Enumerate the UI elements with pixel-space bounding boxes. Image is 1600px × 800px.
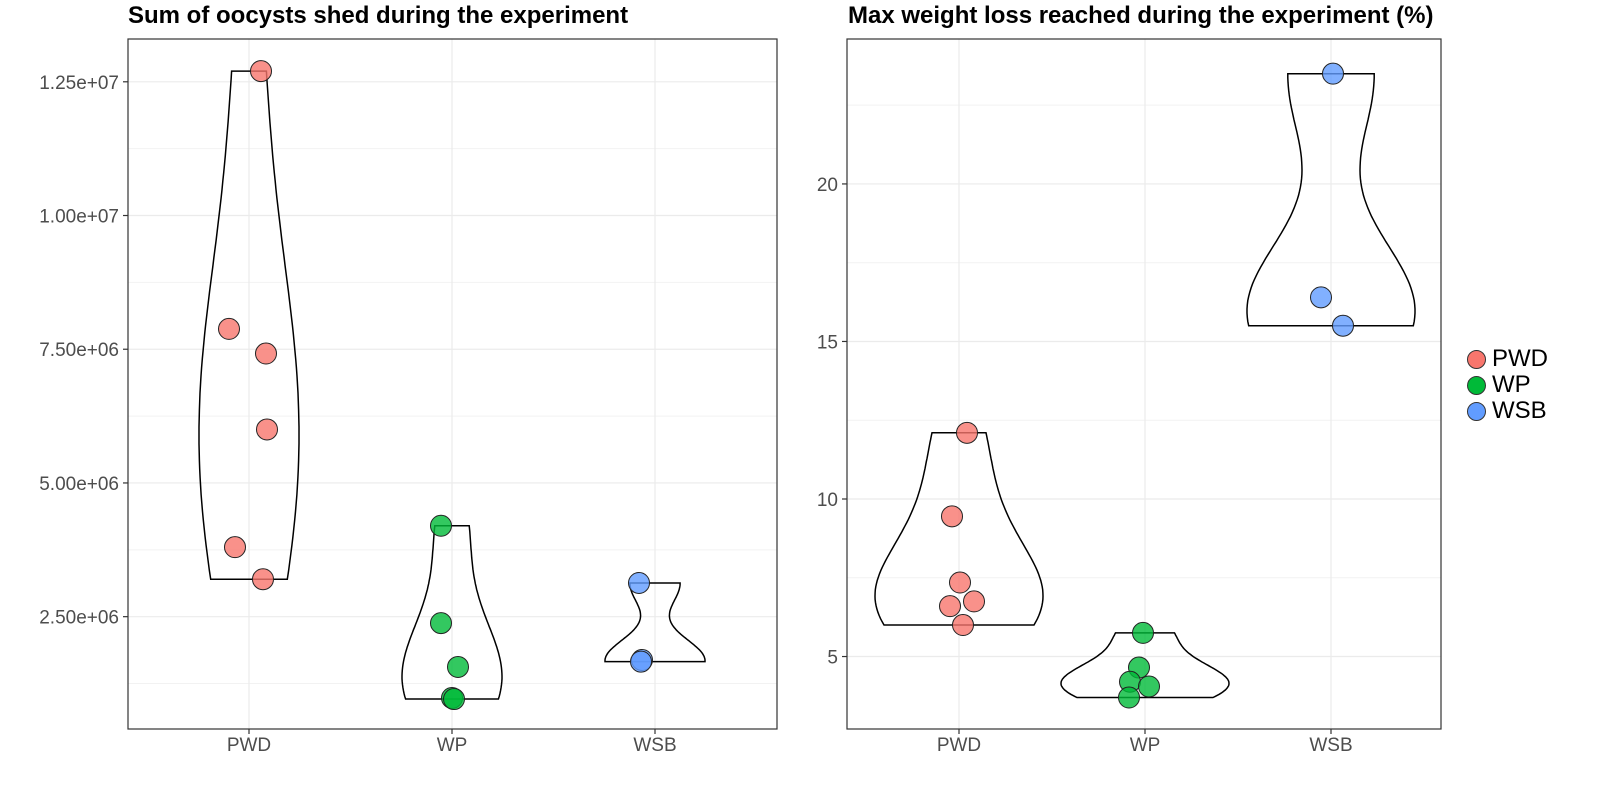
chart-title-weight-loss: Max weight loss reached during the exper…: [848, 2, 1434, 29]
data-point-wsb: [628, 571, 650, 594]
y-tick-label: 2.50e+06: [39, 608, 119, 629]
data-point-pwd: [250, 60, 272, 83]
x-tick-label: WSB: [633, 735, 676, 756]
data-point-wp: [430, 514, 452, 537]
data-point-wsb: [1310, 286, 1332, 309]
x-tick-label: WSB: [1309, 735, 1352, 756]
legend-item-wp: WP: [1467, 371, 1548, 398]
data-point-pwd: [963, 590, 985, 613]
y-tick-label: 10: [817, 490, 838, 511]
data-point-pwd: [224, 536, 246, 559]
legend-label-wsb: WSB: [1492, 397, 1547, 424]
x-tick-label: PWD: [937, 735, 981, 756]
panel-border: [846, 38, 1442, 730]
data-point-wp: [430, 612, 452, 635]
data-point-pwd: [252, 568, 274, 591]
data-point-wp: [443, 688, 465, 711]
data-point-pwd: [256, 418, 278, 441]
violin-wsb: [1246, 72, 1416, 327]
x-tick-label: WP: [437, 735, 468, 756]
violin-pwd: [874, 432, 1044, 626]
legend-item-pwd: PWD: [1467, 345, 1548, 372]
x-tick-label: WP: [1130, 735, 1161, 756]
data-point-wsb: [1332, 314, 1354, 337]
y-tick-label: 1.00e+07: [39, 207, 119, 228]
y-tick-label: 5.00e+06: [39, 474, 119, 495]
legend-swatch-wsb: [1467, 401, 1486, 421]
data-point-pwd: [939, 595, 961, 618]
y-tick-label: 15: [817, 332, 838, 353]
chart-title-oocysts: Sum of oocysts shed during the experimen…: [128, 2, 629, 29]
y-tick-label: 20: [817, 175, 838, 196]
data-point-wp: [1138, 675, 1160, 698]
legend-label-pwd: PWD: [1492, 345, 1548, 372]
x-tick-label: PWD: [227, 735, 271, 756]
y-tick-label: 1.25e+07: [39, 73, 119, 94]
data-point-pwd: [255, 342, 277, 365]
data-point-wp: [1118, 686, 1140, 709]
legend-item-wsb: WSB: [1467, 397, 1548, 424]
data-point-pwd: [941, 505, 963, 528]
data-point-pwd: [952, 614, 974, 637]
legend-swatch-pwd: [1467, 349, 1486, 369]
data-point-pwd: [218, 317, 240, 340]
data-point-pwd: [956, 421, 978, 444]
y-tick-label: 7.50e+06: [39, 340, 119, 361]
data-point-pwd: [949, 571, 971, 594]
y-tick-label: 5: [827, 648, 838, 669]
data-point-wp: [447, 655, 469, 678]
legend-label-wp: WP: [1492, 371, 1531, 398]
violin-wp: [1060, 632, 1230, 699]
legend-swatch-wp: [1467, 375, 1486, 395]
panel-2: 5 10 15 20 PWD WP WSB: [817, 38, 1442, 756]
panel-1: 2.50e+06 5.00e+06 7.50e+06 1.00e+07 1.25e+07…: [39, 38, 778, 756]
legend: PWD WP WSB: [1467, 345, 1548, 424]
data-point-wsb: [1322, 62, 1344, 85]
violin-pwd: [198, 70, 300, 580]
data-point-wsb: [630, 650, 652, 673]
data-point-wp: [1132, 621, 1154, 644]
